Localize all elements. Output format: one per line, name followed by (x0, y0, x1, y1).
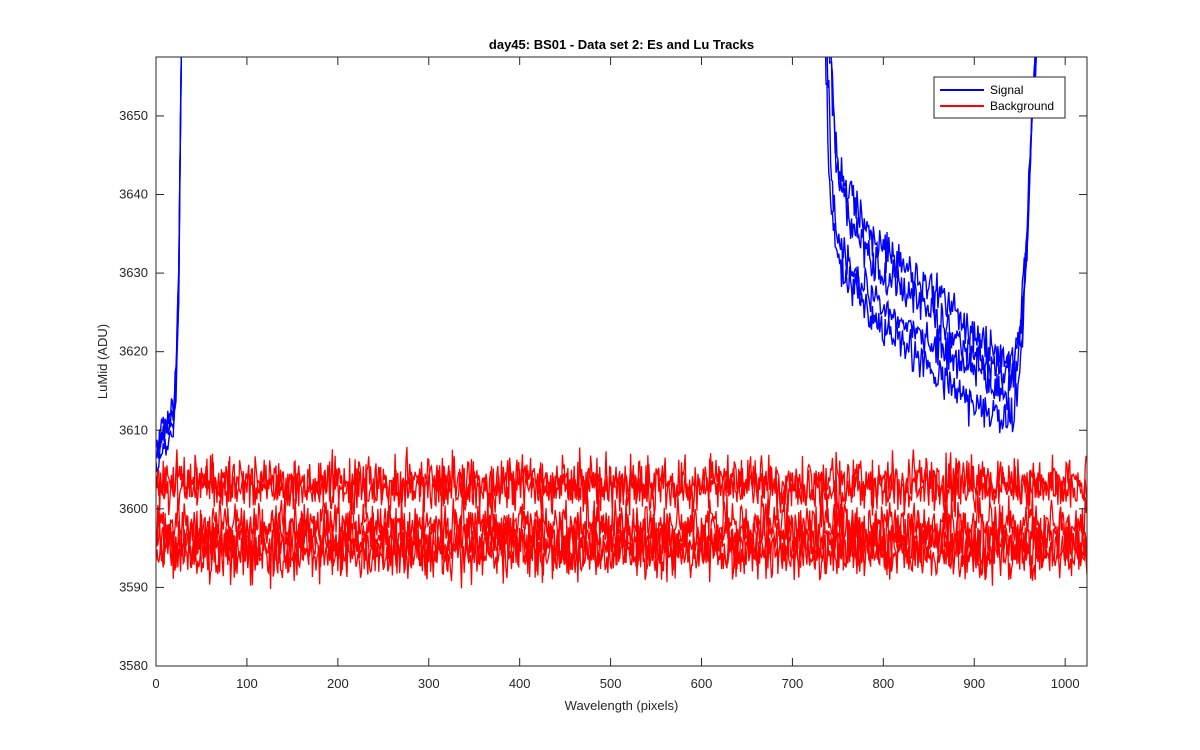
legend: Signal Background (933, 76, 1066, 119)
x-axis-label: Wavelength (pixels) (565, 698, 679, 713)
x-tick-label: 1000 (1051, 676, 1080, 691)
y-tick-label: 3650 (119, 108, 148, 123)
x-tick-label: 900 (963, 676, 985, 691)
background-series-line (156, 453, 1087, 518)
legend-entry-signal: Signal (990, 83, 1023, 97)
x-tick-label: 300 (418, 676, 440, 691)
y-tick-label: 3620 (119, 344, 148, 359)
legend-entry-background: Background (990, 99, 1054, 113)
y-axis-label: LuMid (ADU) (95, 324, 110, 399)
x-tick-label: 400 (509, 676, 531, 691)
signal-series-line-right (830, 57, 1036, 391)
y-tick-label: 3610 (119, 422, 148, 437)
y-tick-label: 3580 (119, 658, 148, 673)
ticks-layer: 0 100 200 300 400 500 600 700 800 900 1000 3580 3590… (119, 57, 1087, 691)
signal-series-line-right (824, 57, 1038, 434)
axes-box (155, 56, 1088, 667)
series-layer (156, 57, 1087, 590)
legend-box (933, 76, 1066, 119)
x-tick-label: 100 (236, 676, 258, 691)
x-tick-label: 800 (872, 676, 894, 691)
x-tick-label: 200 (327, 676, 349, 691)
y-tick-label: 3640 (119, 187, 148, 202)
x-tick-label: 700 (782, 676, 804, 691)
y-tick-label: 3600 (119, 501, 148, 516)
x-tick-label: 0 (152, 676, 159, 691)
y-tick-label: 3630 (119, 265, 148, 280)
chart-title: day45: BS01 - Data set 2: Es and Lu Trac… (489, 37, 754, 52)
signal-series-line-left (156, 57, 183, 473)
x-tick-label: 500 (600, 676, 622, 691)
y-tick-label: 3590 (119, 579, 148, 594)
signal-series-line-right (826, 57, 1037, 411)
signal-series-line-right (828, 57, 1037, 375)
background-series-line (156, 519, 1087, 590)
x-tick-label: 600 (691, 676, 713, 691)
plot-area: 0 100 200 300 400 500 600 700 800 900 1000 3580 3590… (119, 56, 1088, 691)
